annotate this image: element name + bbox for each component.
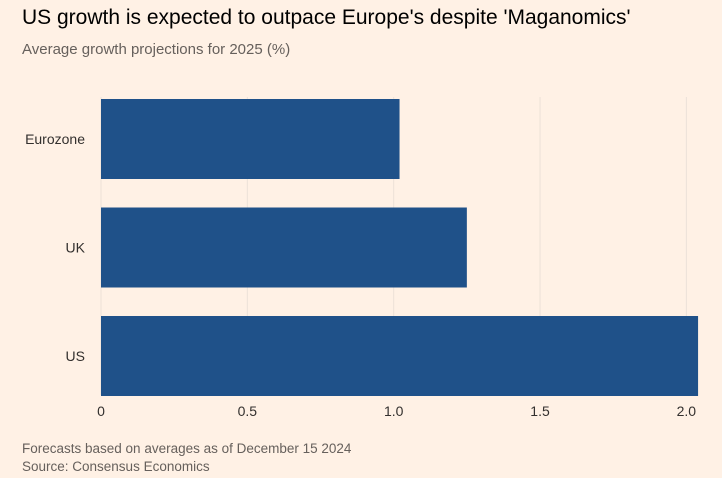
bar-eurozone [101,99,400,179]
bar-us [101,316,699,396]
chart-title: US growth is expected to outpace Europe'… [22,6,631,29]
category-label-eurozone: Eurozone [25,131,85,147]
bar-uk [101,207,467,288]
category-labels: Eurozone UK US [25,131,86,364]
chart-subtitle: Average growth projections for 2025 (%) [22,41,291,58]
x-tick-label: 1.0 [384,403,404,419]
x-tick-label: 0.5 [238,403,258,419]
x-tick-label: 1.5 [530,403,550,419]
category-label-us: US [66,348,85,364]
category-label-uk: UK [66,240,86,256]
footnote: Forecasts based on averages as of Decemb… [22,441,352,456]
bar-chart: Eurozone UK US 0 0.5 1.0 1.5 2.0 [25,97,699,419]
source-note: Source: Consensus Economics [22,459,210,474]
x-axis-ticks: 0 0.5 1.0 1.5 2.0 [97,403,696,419]
x-tick-label: 0 [97,403,105,419]
bars [101,99,699,396]
x-tick-label: 2.0 [677,403,697,419]
